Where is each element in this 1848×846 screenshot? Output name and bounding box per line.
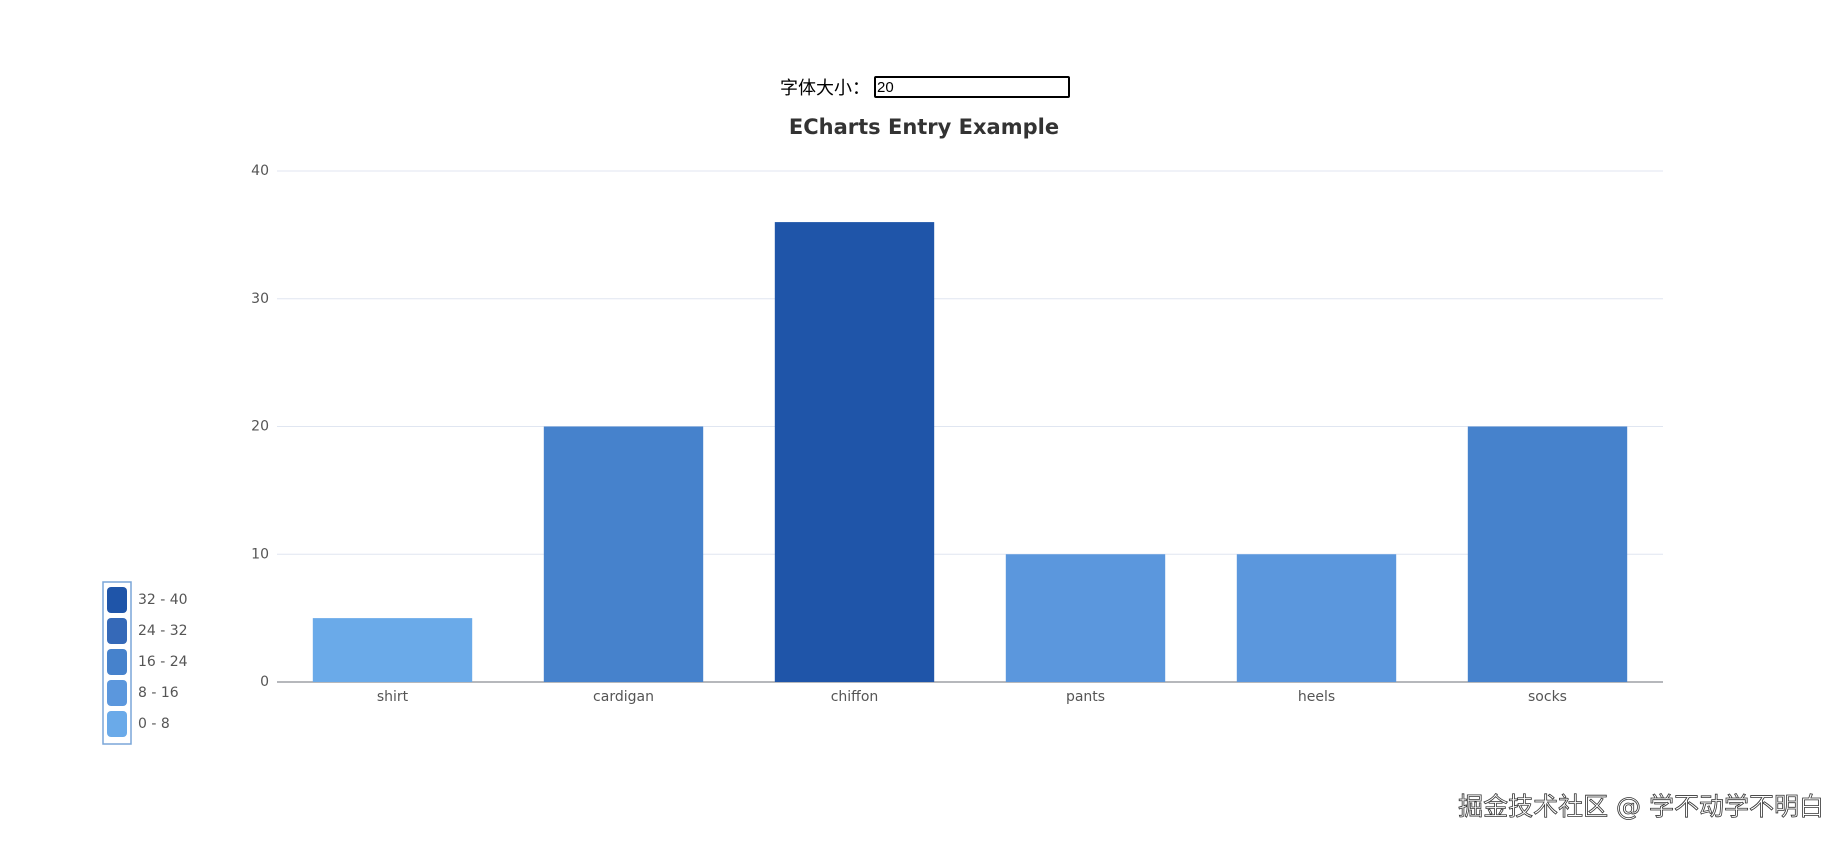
font-size-input[interactable] [874,76,1070,98]
visual-map-label: 32 - 40 [138,592,188,608]
y-tick-label: 20 [251,419,269,435]
watermark: 掘金技术社区 @ 学不动学不明白 [1458,792,1824,821]
x-tick-label: socks [1528,689,1567,705]
chart-title: ECharts Entry Example [789,115,1059,139]
x-tick-label: pants [1066,689,1105,705]
y-tick-label: 0 [260,674,269,690]
visual-map-label: 16 - 24 [138,654,188,670]
font-size-label: 字体大小： [780,78,870,99]
y-tick-label: 30 [251,291,269,307]
visual-map-label: 24 - 32 [138,623,188,639]
x-tick-label: chiffon [831,689,879,705]
visual-map-piece [107,711,127,737]
bar [1005,554,1166,682]
bar [774,222,935,682]
visual-map-piece [107,618,127,644]
bar [1467,426,1628,682]
visual-map-label: 8 - 16 [138,685,179,701]
font-size-control: 字体大小： [780,74,1070,100]
bar [1236,554,1397,682]
x-tick-label: shirt [377,689,409,705]
visual-map-frame [102,581,132,745]
visual-map-piece [107,587,127,613]
y-tick-label: 10 [251,546,269,562]
bar [543,426,704,682]
x-tick-label: cardigan [593,689,654,705]
visual-map-piece [107,680,127,706]
visual-map-label: 0 - 8 [138,716,170,732]
bar [312,618,473,682]
y-tick-label: 40 [251,163,269,179]
visual-map-piece [107,649,127,675]
x-tick-label: heels [1298,689,1335,705]
